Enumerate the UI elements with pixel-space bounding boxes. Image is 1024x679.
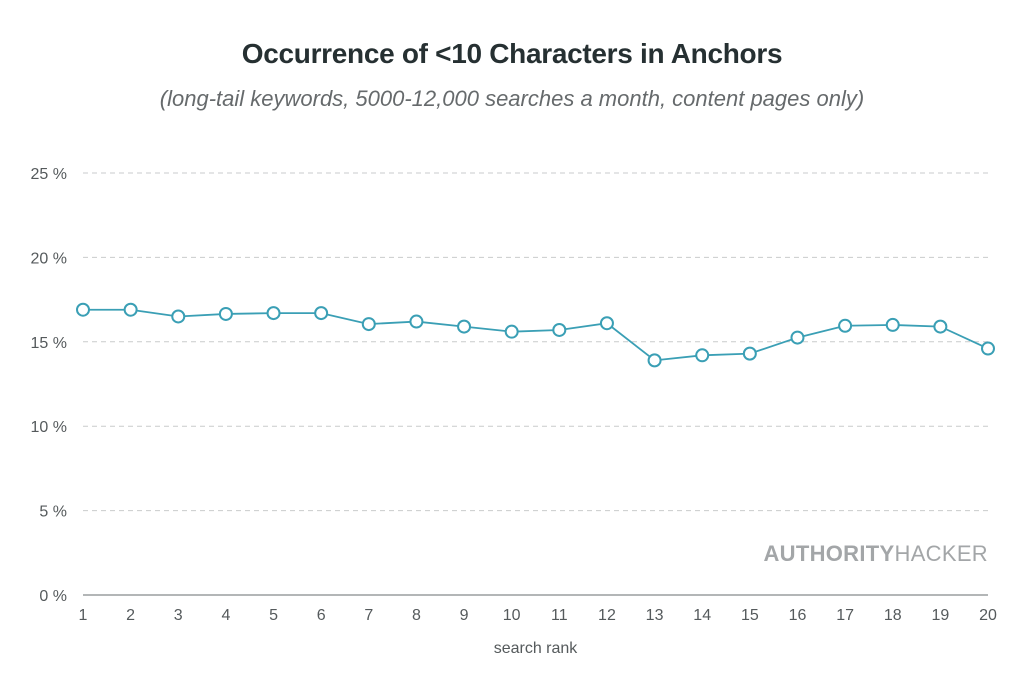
x-tick-label: 1 xyxy=(79,607,88,624)
x-tick-label: 10 xyxy=(503,607,521,624)
data-point xyxy=(76,302,90,317)
y-axis-ticks: 0 % 5 % 10 % 15 % 20 % 25 % xyxy=(31,166,67,605)
data-point xyxy=(123,302,138,317)
data-point xyxy=(314,306,329,321)
chart-title: Occurrence of <10 Characters in Anchors xyxy=(241,38,783,69)
data-point xyxy=(790,330,805,345)
gridlines xyxy=(83,172,988,512)
x-axis-title: search rank xyxy=(494,640,579,657)
y-tick-label: 15 % xyxy=(31,335,67,352)
x-tick-label: 11 xyxy=(551,607,568,624)
logo-bold-text: AUTHORITY xyxy=(763,541,895,566)
x-axis-ticks: 1 2 3 4 5 6 7 8 9 10 11 12 13 14 15 16 17 18 19 20 xyxy=(79,607,997,624)
data-point xyxy=(695,348,710,363)
x-tick-label: 16 xyxy=(789,607,807,624)
data-point xyxy=(552,322,567,337)
data-point xyxy=(647,353,662,368)
x-tick-label: 18 xyxy=(884,607,902,624)
logo-light-text: HACKER xyxy=(894,541,988,566)
data-point xyxy=(838,318,853,333)
y-tick-label: 10 % xyxy=(31,419,67,436)
x-tick-label: 17 xyxy=(836,607,854,624)
y-tick-label: 5 % xyxy=(39,504,67,521)
x-tick-label: 12 xyxy=(598,607,616,624)
data-point xyxy=(218,306,233,321)
x-tick-label: 19 xyxy=(931,607,949,624)
series xyxy=(76,302,995,368)
x-tick-label: 7 xyxy=(364,607,373,624)
data-point xyxy=(171,309,186,324)
x-tick-label: 5 xyxy=(269,607,278,624)
data-point xyxy=(361,317,376,332)
x-tick-label: 9 xyxy=(460,607,469,624)
y-tick-label: 25 % xyxy=(31,166,67,183)
x-tick-label: 20 xyxy=(979,607,997,624)
y-tick-label: 0 % xyxy=(39,588,67,605)
x-tick-label: 8 xyxy=(412,607,421,624)
x-tick-label: 3 xyxy=(174,607,183,624)
data-point xyxy=(981,341,995,356)
data-point xyxy=(504,324,519,339)
data-point xyxy=(933,319,948,334)
x-tick-label: 14 xyxy=(693,607,711,624)
authorityhacker-logo: AUTHORITYHACKER xyxy=(763,541,988,567)
data-point xyxy=(599,316,614,331)
data-point xyxy=(266,306,281,321)
series-line xyxy=(83,308,989,362)
x-tick-label: 4 xyxy=(221,607,230,624)
x-tick-label: 6 xyxy=(317,607,326,624)
x-tick-label: 2 xyxy=(126,607,135,624)
data-point xyxy=(885,317,900,332)
data-point xyxy=(457,319,472,334)
x-tick-label: 15 xyxy=(741,607,759,624)
data-point xyxy=(409,314,424,329)
data-point xyxy=(742,346,757,361)
y-tick-label: 20 % xyxy=(31,250,67,267)
chart-subtitle: (long-tail keywords, 5000-12,000 searche… xyxy=(159,86,865,111)
x-tick-label: 13 xyxy=(646,607,664,624)
